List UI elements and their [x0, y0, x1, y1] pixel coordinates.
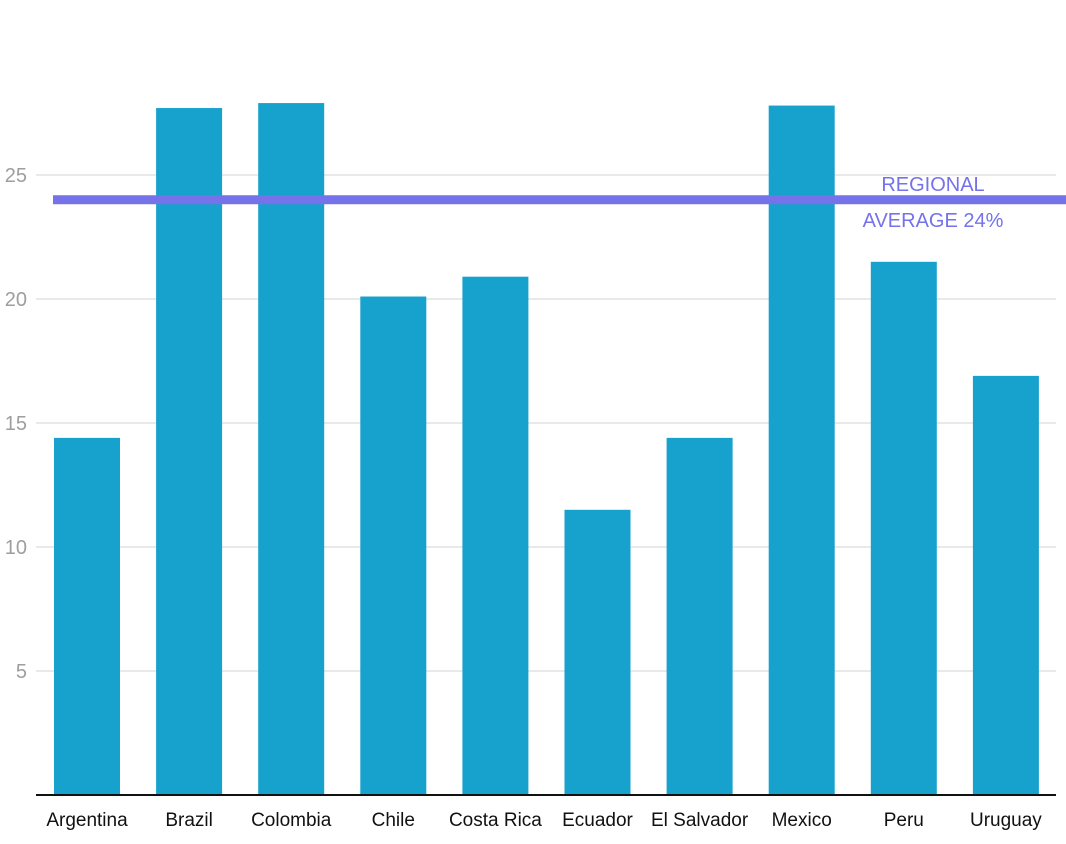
x-label-el-salvador: El Salvador: [651, 810, 749, 831]
bar-mexico: [768, 105, 835, 795]
x-label-brazil: Brazil: [165, 810, 213, 831]
x-label-ecuador: Ecuador: [562, 810, 633, 831]
reference-label-line1: REGIONAL: [881, 174, 984, 196]
y-tick-label-25: 25: [5, 165, 27, 187]
y-tick-label-10: 10: [5, 537, 27, 559]
y-tick-label-20: 20: [5, 289, 27, 311]
y-tick-label-5: 5: [16, 661, 27, 683]
x-label-mexico: Mexico: [772, 810, 832, 831]
x-label-colombia: Colombia: [251, 810, 332, 831]
bar-uruguay: [972, 375, 1039, 795]
x-label-costa-rica: Costa Rica: [449, 810, 542, 831]
y-tick-label-15: 15: [5, 413, 27, 435]
reference-label-line2: AVERAGE 24%: [863, 210, 1004, 232]
x-label-uruguay: Uruguay: [970, 810, 1042, 831]
x-label-peru: Peru: [884, 810, 924, 831]
bar-argentina: [54, 437, 120, 795]
x-label-chile: Chile: [372, 810, 415, 831]
bar-chile: [360, 296, 427, 795]
bar-peru: [870, 261, 937, 795]
bar-ecuador: [564, 509, 631, 795]
y-axis-ticks: 5 10 15 20 25: [5, 165, 27, 683]
x-label-argentina: Argentina: [46, 810, 128, 831]
bar-brazil: [156, 108, 223, 796]
bar-colombia: [258, 103, 325, 795]
bar-el-salvador: [666, 437, 733, 795]
bars: [54, 103, 1039, 796]
bar-costa-rica: [462, 276, 529, 795]
x-axis-labels: Argentina Brazil Colombia Chile Costa Rica Ec…: [46, 810, 1042, 831]
